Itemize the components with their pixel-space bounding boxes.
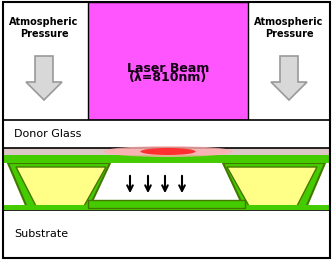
Bar [3,210,330,258]
Bar [88,200,245,208]
Text: Substrate: Substrate [14,229,68,239]
Text: Donor Glass: Donor Glass [14,129,81,139]
Polygon shape [8,163,110,210]
Bar [3,155,330,163]
Text: Atmospheric
Pressure: Atmospheric Pressure [9,17,79,39]
Bar [3,205,330,210]
Text: Atmospheric
Pressure: Atmospheric Pressure [254,17,324,39]
Polygon shape [16,167,106,206]
Polygon shape [223,163,325,210]
Bar [88,2,248,120]
Polygon shape [271,56,307,100]
Text: Laser Beam: Laser Beam [127,62,209,75]
Bar [3,148,330,155]
Text: (λ=810nm): (λ=810nm) [129,71,207,84]
Bar [3,120,330,148]
Bar [307,208,327,210]
Polygon shape [26,56,62,100]
Bar [3,163,330,210]
Polygon shape [227,167,317,206]
Ellipse shape [103,146,233,157]
Ellipse shape [141,148,195,155]
Bar [90,208,243,210]
Bar [5,208,28,210]
